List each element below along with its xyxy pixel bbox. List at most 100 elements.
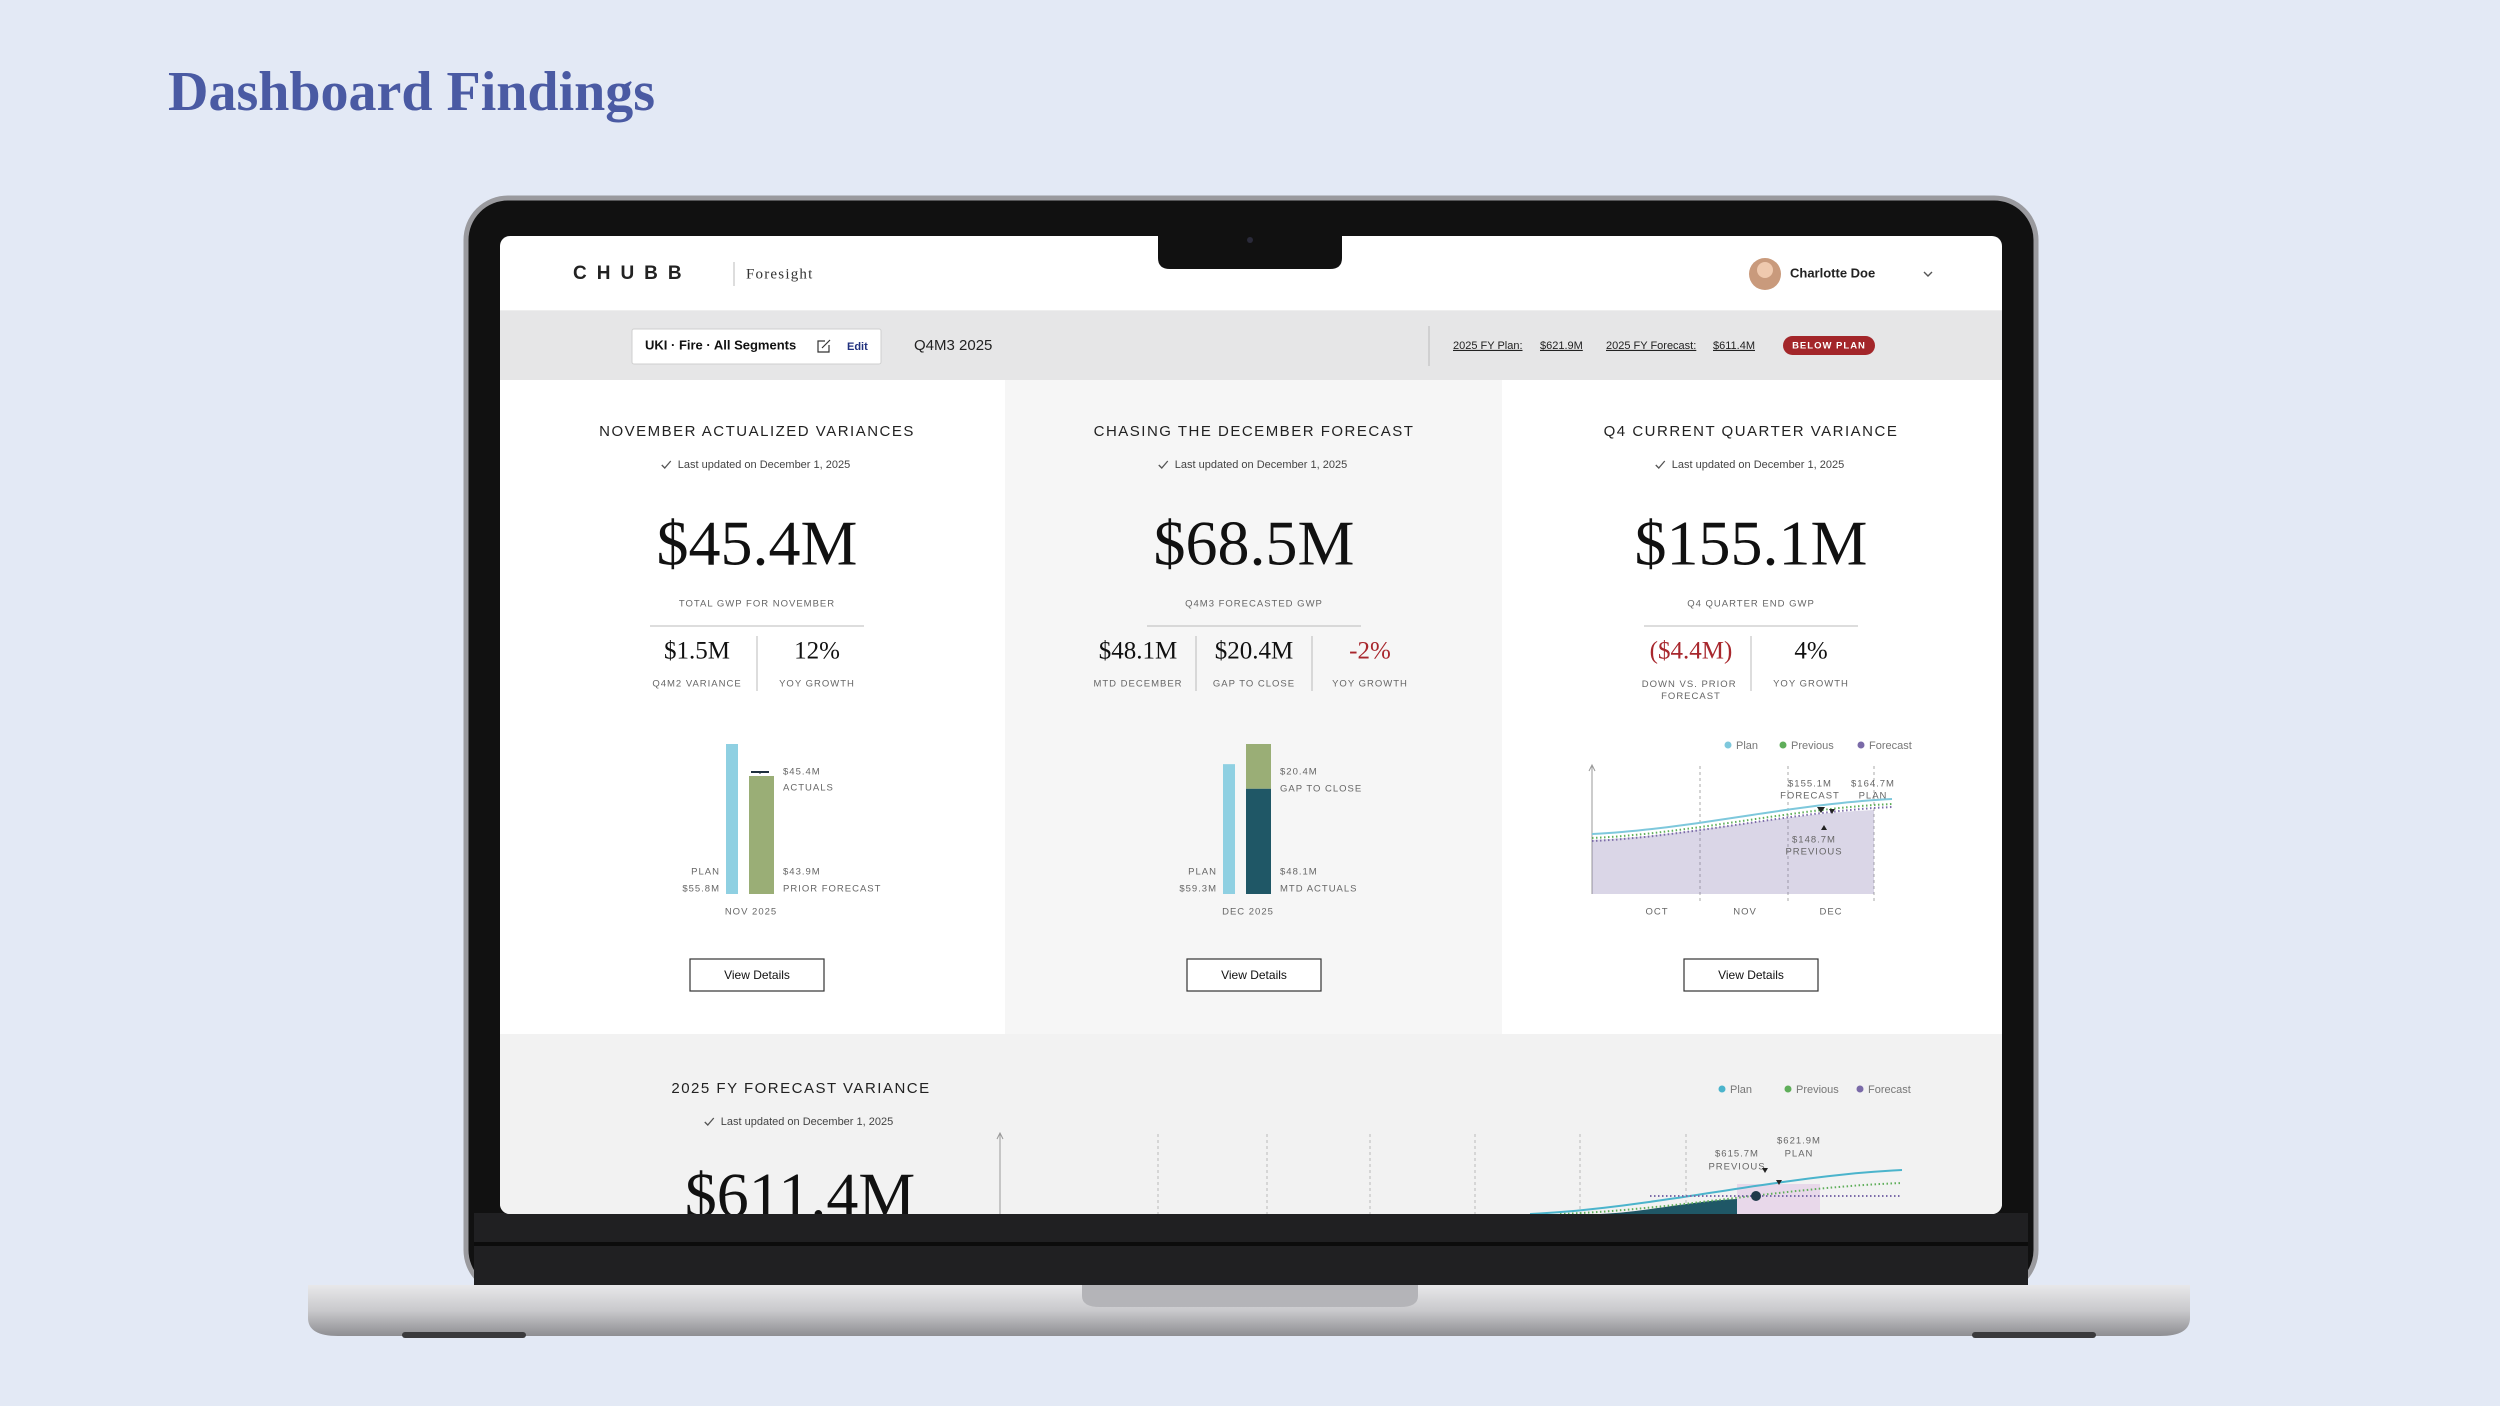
view-details-button[interactable] — [1683, 958, 1819, 992]
series-label: PLAN — [1859, 791, 1888, 802]
foot — [1972, 1332, 2096, 1338]
bar-value-label: $55.8M — [682, 884, 720, 895]
headline-caption: Q4M3 FORECASTED GWP — [1185, 599, 1323, 610]
legend-label: Forecast — [1869, 740, 1912, 752]
panel-bg — [1502, 380, 2002, 1034]
panel-title: NOVEMBER ACTUALIZED VARIANCES — [599, 423, 915, 440]
plan-bar — [726, 744, 738, 894]
legend-label: Previous — [1796, 1084, 1839, 1096]
foot — [402, 1332, 526, 1338]
bar-segment — [749, 775, 774, 894]
fy-forecast-label: 2025 FY Forecast: — [1606, 340, 1696, 352]
bar-value-label: $59.3M — [1179, 884, 1217, 895]
headline-caption: Q4 QUARTER END GWP — [1687, 599, 1815, 610]
view-details-button[interactable] — [689, 958, 825, 992]
forecast-area — [1592, 810, 1874, 894]
view-details-label[interactable]: View Details — [724, 968, 790, 982]
status: BELOW PLAN — [1792, 341, 1866, 352]
series-label: PREVIOUS — [1708, 1162, 1765, 1173]
stat-value: 4% — [1794, 638, 1827, 665]
stat-value: -2% — [1349, 638, 1391, 665]
stat-label: YOY GROWTH — [1773, 679, 1849, 690]
bar-label: PLAN — [1188, 867, 1217, 878]
product-name: Foresight — [746, 266, 813, 282]
previous-line — [1559, 1182, 1903, 1214]
x-label: DEC — [1819, 907, 1842, 918]
legend-label: Previous — [1791, 740, 1834, 752]
bar-value-label: $45.4M — [783, 766, 821, 777]
filter-box[interactable] — [631, 328, 882, 365]
camera-notch — [1158, 236, 1342, 269]
fy-forecast: $611.4M — [1713, 340, 1755, 352]
camera — [1247, 237, 1253, 243]
bezel-bottom — [474, 1213, 2028, 1287]
legend-dot — [1724, 741, 1732, 749]
avatar-face — [1757, 262, 1773, 278]
check-icon — [704, 1117, 715, 1126]
fy-plan-label: 2025 FY Plan: — [1453, 340, 1523, 352]
stat-value: $1.5M — [664, 638, 730, 665]
stat-label: DOWN VS. PRIOR FORECAST — [1642, 679, 1740, 702]
stat-label: YOY GROWTH — [1332, 679, 1408, 690]
edit-link[interactable]: Edit — [847, 341, 868, 353]
bar-label: PLAN — [691, 867, 720, 878]
plan-bar — [1223, 764, 1235, 894]
view-details-button[interactable] — [1186, 958, 1322, 992]
pointer — [1817, 807, 1835, 830]
check-icon — [661, 460, 672, 469]
last-updated: Last updated on December 1, 2025 — [678, 459, 850, 471]
filters: UKI · Fire · All Segments — [645, 337, 796, 352]
logo: CHUBB — [573, 263, 692, 284]
legend-label: Plan — [1736, 740, 1758, 752]
headline-caption: TOTAL GWP FOR NOVEMBER — [679, 599, 835, 610]
series-value-label: $148.7M — [1792, 835, 1836, 846]
current-point — [1751, 1191, 1761, 1201]
variance-band — [1737, 1184, 1820, 1214]
series-label: PLAN — [1785, 1149, 1814, 1160]
series-value-label: $621.9M — [1777, 1136, 1821, 1147]
legend-label: Forecast — [1868, 1084, 1911, 1096]
legend-dot — [1718, 1085, 1726, 1093]
plan-line — [1591, 798, 1893, 835]
fy-updated: Last updated on December 1, 2025 — [721, 1116, 893, 1128]
view-details-label[interactable]: View Details — [1221, 968, 1287, 982]
headline: $68.5M — [1154, 508, 1355, 579]
fy-plan: $621.9M — [1540, 340, 1583, 352]
user-menu-chevron[interactable] — [1923, 271, 1933, 277]
check-icon — [1655, 460, 1666, 469]
series-label: PREVIOUS — [1785, 847, 1842, 858]
bezel-line — [474, 1242, 2028, 1246]
bar-value-label: $43.9M — [783, 867, 821, 878]
x-label: DEC 2025 — [1222, 907, 1274, 918]
panel-bg — [500, 380, 1005, 1034]
stat-label: GAP TO CLOSE — [1213, 679, 1295, 690]
last-updated: Last updated on December 1, 2025 — [1672, 459, 1844, 471]
bar-label: GAP TO CLOSE — [1280, 784, 1362, 795]
panel-title: CHASING THE DECEMBER FORECAST — [1094, 423, 1415, 440]
bar-segment — [1246, 788, 1271, 894]
axis-arrow — [996, 1131, 1004, 1140]
edit-icon[interactable] — [817, 339, 831, 353]
panel-title: Q4 CURRENT QUARTER VARIANCE — [1604, 423, 1899, 440]
stat-value: 12% — [794, 638, 840, 665]
stat-value: $48.1M — [1099, 638, 1177, 665]
legend-dot — [1779, 741, 1787, 749]
fy-title: 2025 FY FORECAST VARIANCE — [671, 1080, 930, 1097]
series-label: FORECAST — [1780, 791, 1840, 802]
page-title: Dashboard Findings — [168, 61, 655, 123]
period: Q4M3 2025 — [914, 337, 992, 354]
axis-arrow — [1588, 763, 1596, 772]
stat-label: Q4M2 VARIANCE — [652, 679, 741, 690]
check-icon — [1158, 460, 1169, 469]
bar-value-label: $48.1M — [1280, 867, 1318, 878]
bar-value-label: $20.4M — [1280, 767, 1318, 778]
view-details-label[interactable]: View Details — [1718, 968, 1784, 982]
x-label: NOV — [1733, 907, 1757, 918]
series-value-label: $615.7M — [1715, 1149, 1759, 1160]
bar-label: PRIOR FORECAST — [783, 884, 881, 895]
plan-line — [1529, 1169, 1903, 1214]
user-name[interactable]: Charlotte Doe — [1790, 265, 1875, 280]
legend-label: Plan — [1730, 1084, 1752, 1096]
x-label: OCT — [1645, 907, 1668, 918]
